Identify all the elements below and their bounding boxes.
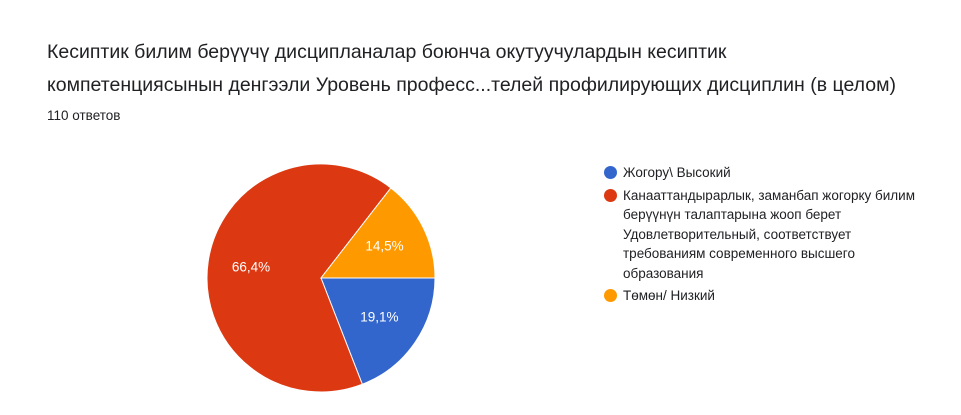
slice-label-low: 14,5%: [365, 238, 403, 253]
pie-slice-satisfactory[interactable]: [206, 163, 392, 393]
legend-label-low: Төмөн/ Низкий: [623, 288, 715, 303]
legend-swatch-low: [604, 289, 617, 302]
legend-item-satisfactory[interactable]: Канааттандырарлык, заманбап жогорку били…: [604, 186, 934, 284]
pie-slice-low[interactable]: [319, 187, 436, 279]
legend-item-low[interactable]: Төмөн/ Низкий: [604, 286, 934, 306]
chart-title: Кесиптик билим берүүчү дисципланалар бою…: [47, 41, 896, 96]
legend-swatch-high: [604, 166, 617, 179]
legend-swatch-satisfactory: [604, 188, 617, 202]
legend-item-high[interactable]: Жогору\ Высокий: [604, 163, 934, 183]
slice-label-satisfactory: 66,4%: [232, 259, 270, 274]
legend-label-satisfactory: Канааттандырарлык, заманбап жогорку били…: [623, 187, 916, 281]
response-count: 110 ответов: [47, 108, 121, 123]
pie-slice-high[interactable]: [320, 277, 436, 385]
slice-label-high: 19,1%: [360, 309, 398, 324]
chart-legend: Жогору\ Высокий Канааттандырарлык, заман…: [604, 163, 934, 309]
legend-label-high: Жогору\ Высокий: [623, 165, 731, 180]
